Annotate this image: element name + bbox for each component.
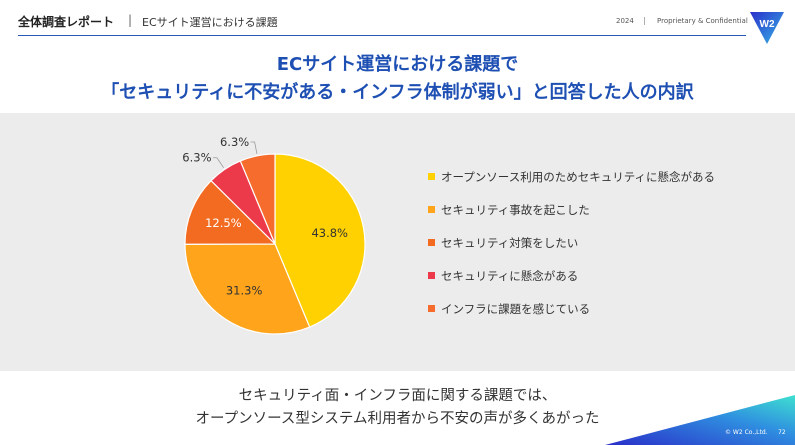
report-year: 2024 <box>616 17 634 25</box>
page-number: 72 <box>778 429 786 436</box>
logo-text: W2 <box>760 19 775 30</box>
legend-swatch-1 <box>428 173 435 180</box>
header-rule <box>18 35 746 36</box>
legend-swatch-4 <box>428 272 435 279</box>
headline-line-1: ECサイト運営における課題で <box>276 54 519 75</box>
legend-item-2: セキュリティ事故を起こした <box>428 202 768 218</box>
legend-item-4: セキュリティに懸念がある <box>428 268 768 284</box>
legend-swatch-2 <box>428 206 435 213</box>
pie-slice-3 <box>184 179 277 245</box>
report-title: 全体調査レポート <box>18 15 115 29</box>
headline-line-2: 「セキュリティに不安がある・インフラ体制が弱い」と回答した人の内訳 <box>101 82 694 103</box>
legend-label-3: セキュリティ対策をしたい <box>441 236 579 250</box>
pie-data-label-4: 6.3% <box>182 151 211 165</box>
header-separator-2: | <box>643 16 646 25</box>
copyright-text: © W2 Co.,Ltd. <box>725 429 768 436</box>
footer-decoration <box>605 395 795 445</box>
pie-data-label-1: 43.8% <box>311 226 348 240</box>
chart-panel <box>0 113 795 371</box>
legend-label-4: セキュリティに懸念がある <box>441 269 579 283</box>
legend-label-2: セキュリティ事故を起こした <box>441 203 590 217</box>
confidential-label: Proprietary & Confidential <box>657 17 748 25</box>
pie-slice-2 <box>184 243 311 335</box>
legend-label-5: インフラに課題を感じている <box>441 302 591 316</box>
legend-swatch-5 <box>428 305 435 312</box>
pie-data-label-3: 12.5% <box>205 216 242 230</box>
pie-slice-5 <box>239 153 276 245</box>
pie-slice-1 <box>274 153 366 328</box>
pie-leader-line-4 <box>212 157 224 168</box>
pie-leader-line-5 <box>250 141 258 154</box>
legend-swatch-3 <box>428 239 435 246</box>
conclusion-line-1: セキュリティ面・インフラ面に関する課題では、 <box>238 388 557 404</box>
w2-logo-icon: W2 <box>750 12 784 44</box>
legend-item-5: インフラに課題を感じている <box>428 301 768 317</box>
header: 全体調査レポート | ECサイト運営における課題 2024 | Propriet… <box>0 0 795 40</box>
legend-item-1: オープンソース利用のためセキュリティに懸念がある <box>428 169 768 185</box>
section-title: ECサイト運営における課題 <box>142 16 278 29</box>
legend-item-3: セキュリティ対策をしたい <box>428 235 768 251</box>
header-separator: | <box>128 13 133 27</box>
pie-data-label-5: 6.3% <box>220 135 249 149</box>
legend-label-1: オープンソース利用のためセキュリティに懸念がある <box>441 170 716 184</box>
conclusion-line-2: オープンソース型システム利用者から不安の声が多くあがった <box>195 411 600 427</box>
pie-data-label-2: 31.3% <box>226 283 263 297</box>
